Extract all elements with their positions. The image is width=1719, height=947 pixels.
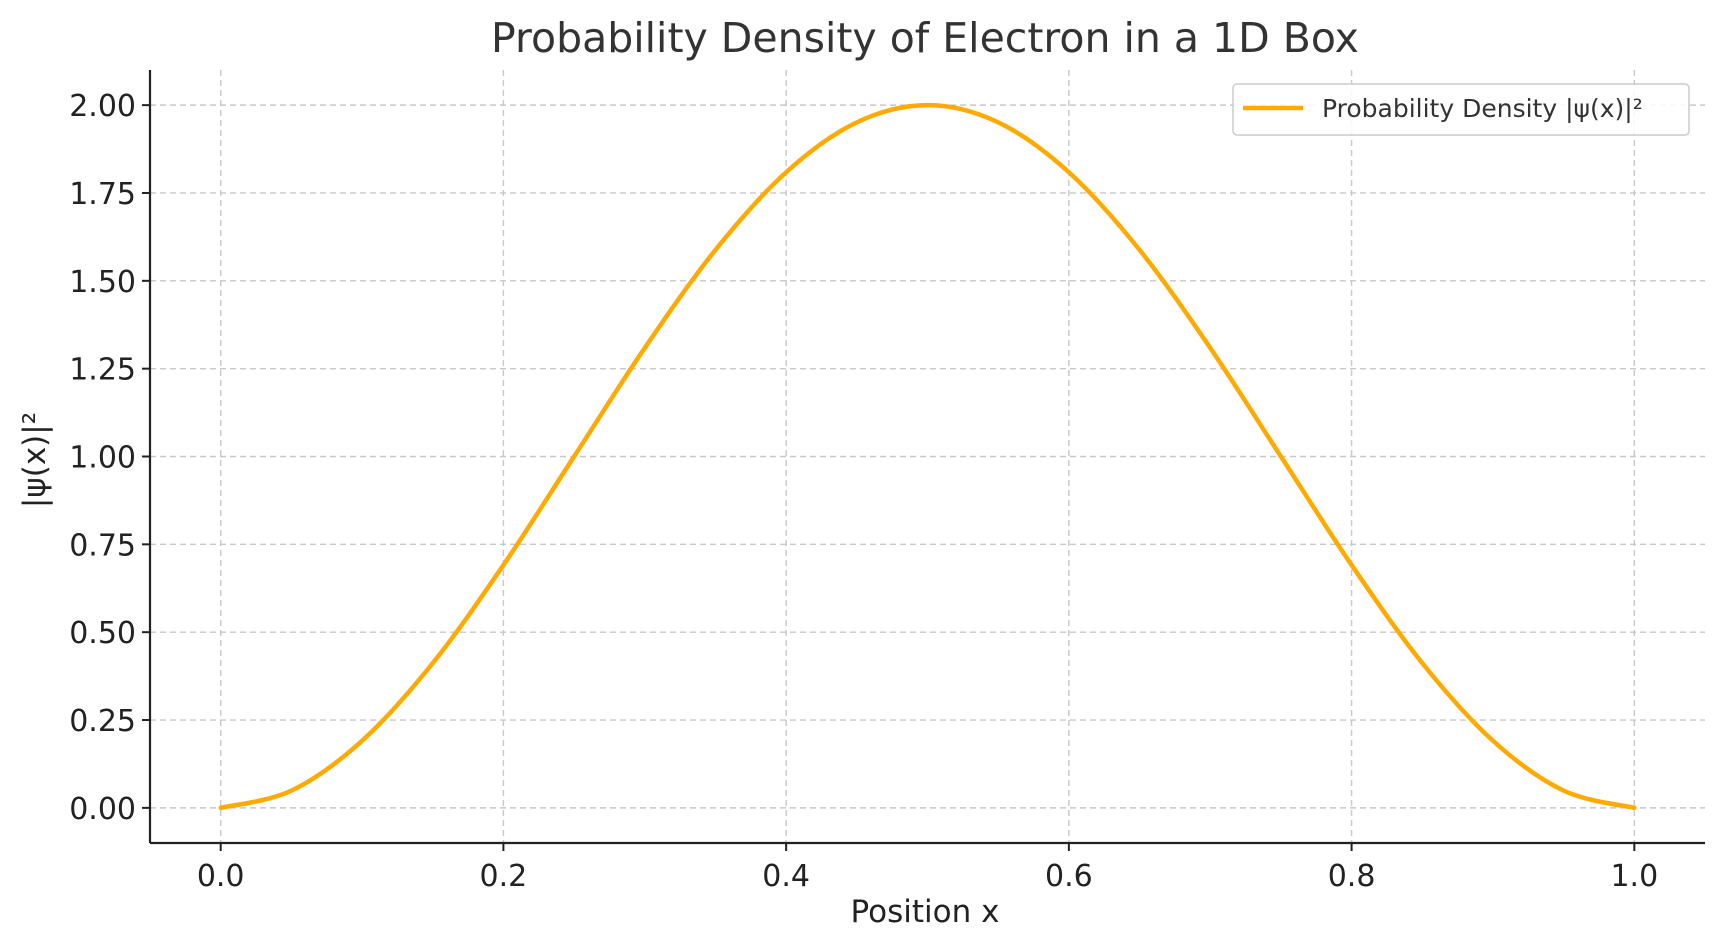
x-tick-label: 0.6 xyxy=(1045,859,1093,894)
x-tick-label: 0.0 xyxy=(197,859,245,894)
series-line xyxy=(218,102,1637,811)
y-tick-label: 2.00 xyxy=(69,89,136,124)
y-tick-label: 1.50 xyxy=(69,265,136,300)
series-layer xyxy=(218,102,1637,811)
x-axis-label: Position x xyxy=(851,894,1000,930)
legend-box xyxy=(1232,83,1690,136)
x-tick-label: 0.2 xyxy=(480,859,528,894)
y-tick-label: 1.75 xyxy=(69,177,136,212)
y-tick-label: 1.25 xyxy=(69,353,136,388)
legend: Probability Density |ψ(x)|² xyxy=(1232,83,1690,136)
x-tick-label: 1.0 xyxy=(1610,859,1658,894)
y-axis-label: |ψ(x)|² xyxy=(17,412,53,508)
x-tick-label: 0.8 xyxy=(1328,859,1376,894)
y-tick-label: 1.00 xyxy=(69,441,136,476)
chart-title: Probability Density of Electron in a 1D … xyxy=(491,14,1359,62)
grid-layer xyxy=(150,70,1705,843)
y-tick-label: 0.50 xyxy=(69,616,136,651)
x-tick-label: 0.4 xyxy=(762,859,810,894)
y-tick-label: 0.75 xyxy=(69,528,136,563)
y-tick-label: 0.00 xyxy=(69,792,136,827)
ticks-layer: 0.0 0.2 0.4 0.6 0.8 1.0 0.00 0.25 0.50 0.75 1.00 1.… xyxy=(69,89,1658,894)
legend-label: Probability Density |ψ(x)|² xyxy=(1322,94,1643,123)
y-tick-label: 0.25 xyxy=(69,704,136,739)
